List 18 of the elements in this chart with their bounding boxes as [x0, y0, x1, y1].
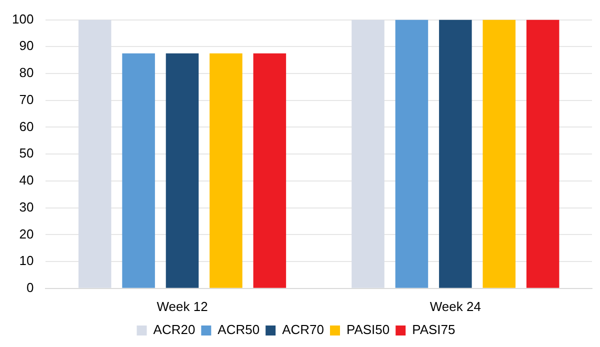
legend-label: PASI75	[412, 322, 456, 338]
y-tick-label: 0	[26, 280, 34, 295]
y-tick-label: 10	[19, 253, 34, 268]
legend-label: ACR70	[282, 322, 324, 338]
x-tick-label: Week 12	[156, 298, 208, 314]
y-tick-label: 80	[19, 65, 34, 80]
y-tick-label: 50	[19, 146, 34, 161]
legend-label: PASI50	[346, 322, 390, 338]
y-tick-label: 60	[19, 118, 34, 134]
legend-label: ACR50	[218, 322, 260, 338]
y-tick-label: 70	[19, 92, 34, 107]
y-tick-label: 30	[19, 199, 34, 214]
legend-label: ACR20	[153, 322, 196, 338]
y-tick-label: 90	[19, 38, 34, 54]
y-tick-label: 100	[12, 11, 34, 26]
y-tick-label: 40	[19, 172, 34, 188]
x-tick-label: Week 24	[430, 298, 481, 314]
y-tick-label: 20	[19, 226, 34, 242]
